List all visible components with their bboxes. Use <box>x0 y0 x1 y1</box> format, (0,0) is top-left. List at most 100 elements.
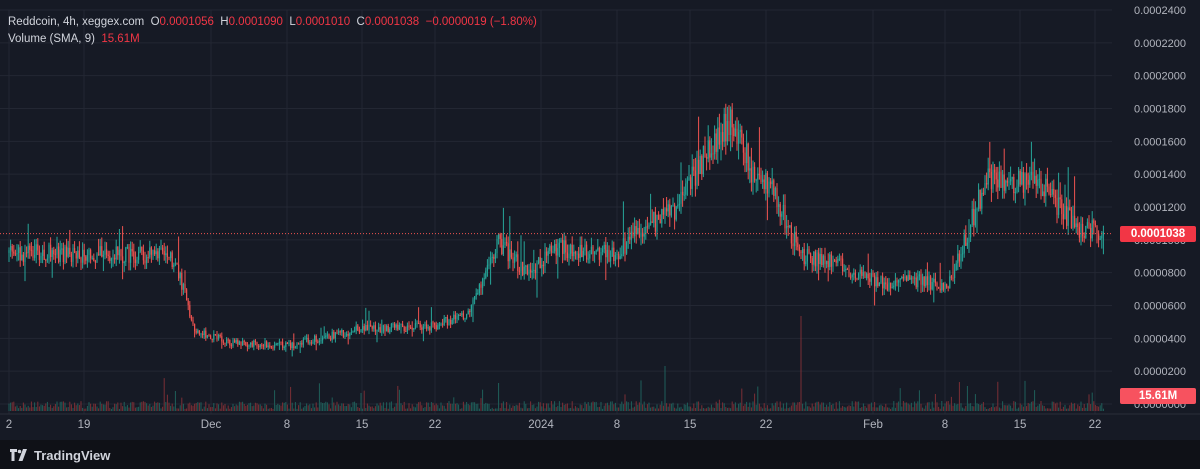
volume-bar <box>344 406 346 411</box>
volume-bar <box>366 403 368 411</box>
candle <box>1029 166 1031 188</box>
candle-body <box>608 249 610 262</box>
volume-bar <box>1102 408 1104 411</box>
footer-bar: TradingView <box>0 440 1200 469</box>
candle <box>398 322 400 331</box>
volume-bar <box>128 407 130 411</box>
volume-bar <box>808 406 810 411</box>
candle <box>1062 203 1064 230</box>
candle-body <box>749 168 751 171</box>
change-value: −0.0000019 (−1.80%) <box>425 16 537 28</box>
candle-body <box>850 276 852 278</box>
volume-bar <box>483 404 485 411</box>
candle-body <box>210 335 212 339</box>
volume-bar <box>382 402 384 411</box>
volume-bar <box>933 407 935 411</box>
volume-bar <box>776 401 778 411</box>
candle-body <box>1021 172 1023 185</box>
candle <box>285 341 287 352</box>
candle <box>226 337 228 346</box>
candle <box>1056 189 1058 224</box>
candle <box>40 252 42 263</box>
candle <box>571 236 573 262</box>
low-value: 0.0001010 <box>295 16 351 28</box>
candle-body <box>1088 222 1090 228</box>
candle <box>16 244 18 262</box>
tradingview-brand[interactable]: TradingView <box>10 445 110 465</box>
candle <box>389 327 391 335</box>
candle-body <box>323 337 325 339</box>
candle-body <box>181 272 183 290</box>
volume-bar <box>520 407 522 411</box>
volume-bar <box>1094 404 1096 411</box>
candle-body <box>38 250 40 260</box>
volume-bar <box>680 406 682 411</box>
candle <box>949 270 951 289</box>
candle <box>379 323 381 334</box>
candle-body <box>597 247 599 251</box>
candle <box>816 249 818 274</box>
candle-body <box>478 284 480 293</box>
volume-bar <box>475 403 477 411</box>
candle <box>693 159 695 177</box>
candle <box>42 245 44 264</box>
candle-body <box>491 256 493 259</box>
candle-body <box>306 337 308 339</box>
price-tick-label: 0.0000200 <box>1134 366 1186 378</box>
candle-body <box>715 133 717 152</box>
candle <box>382 324 384 334</box>
candle <box>550 242 552 257</box>
candle-body <box>498 234 500 240</box>
volume-bar <box>976 403 978 411</box>
candle-body <box>646 226 648 228</box>
volume-bar <box>658 408 660 411</box>
candle <box>150 246 152 263</box>
candle <box>1069 199 1071 211</box>
candle-body <box>598 247 600 260</box>
candle-body <box>1078 227 1080 238</box>
candle-body <box>1101 235 1103 239</box>
candle-body <box>587 258 589 260</box>
candle-body <box>546 251 548 256</box>
candle <box>278 338 280 350</box>
volume-bar <box>109 407 111 411</box>
candle-body <box>253 340 255 347</box>
candle <box>130 241 132 271</box>
chart-canvas[interactable]: 0.00024000.00022000.00020000.00018000.00… <box>0 0 1200 440</box>
candle-body <box>1077 223 1079 228</box>
candle-body <box>816 252 818 267</box>
candle-body <box>880 276 882 283</box>
candle-body <box>240 341 242 346</box>
candle <box>109 250 111 264</box>
candle-body <box>730 109 732 136</box>
candle-body <box>688 177 690 181</box>
volume-indicator-label[interactable]: Volume (SMA, 9) <box>8 33 95 45</box>
candle-body <box>563 240 565 254</box>
candle <box>219 333 221 338</box>
candle <box>907 270 909 281</box>
volume-bar <box>1067 408 1069 411</box>
candle <box>1075 218 1077 234</box>
candle-body <box>227 339 229 341</box>
candle-body <box>901 276 903 279</box>
volume-bar <box>1045 408 1047 411</box>
chart-frame[interactable]: 0.0002400 0.0002200 0.0002000 0.0001800 0.00… <box>0 0 1200 440</box>
candle <box>1034 158 1036 185</box>
candle <box>605 236 607 281</box>
candle <box>922 273 924 292</box>
candle <box>659 214 661 224</box>
candle-body <box>179 272 181 279</box>
volume-bar <box>782 403 784 411</box>
candle <box>570 243 572 260</box>
symbol-label[interactable]: Reddcoin, 4h, xeggex.com <box>8 16 145 28</box>
volume-bar <box>813 406 815 411</box>
candle <box>306 334 308 343</box>
candle <box>1016 179 1018 194</box>
volume-bar <box>963 408 965 411</box>
volume-bar <box>814 402 816 411</box>
candle <box>974 201 976 228</box>
candle <box>686 176 688 196</box>
candle-body <box>194 324 196 332</box>
volume-bar <box>426 402 428 411</box>
candle-body <box>739 129 741 133</box>
